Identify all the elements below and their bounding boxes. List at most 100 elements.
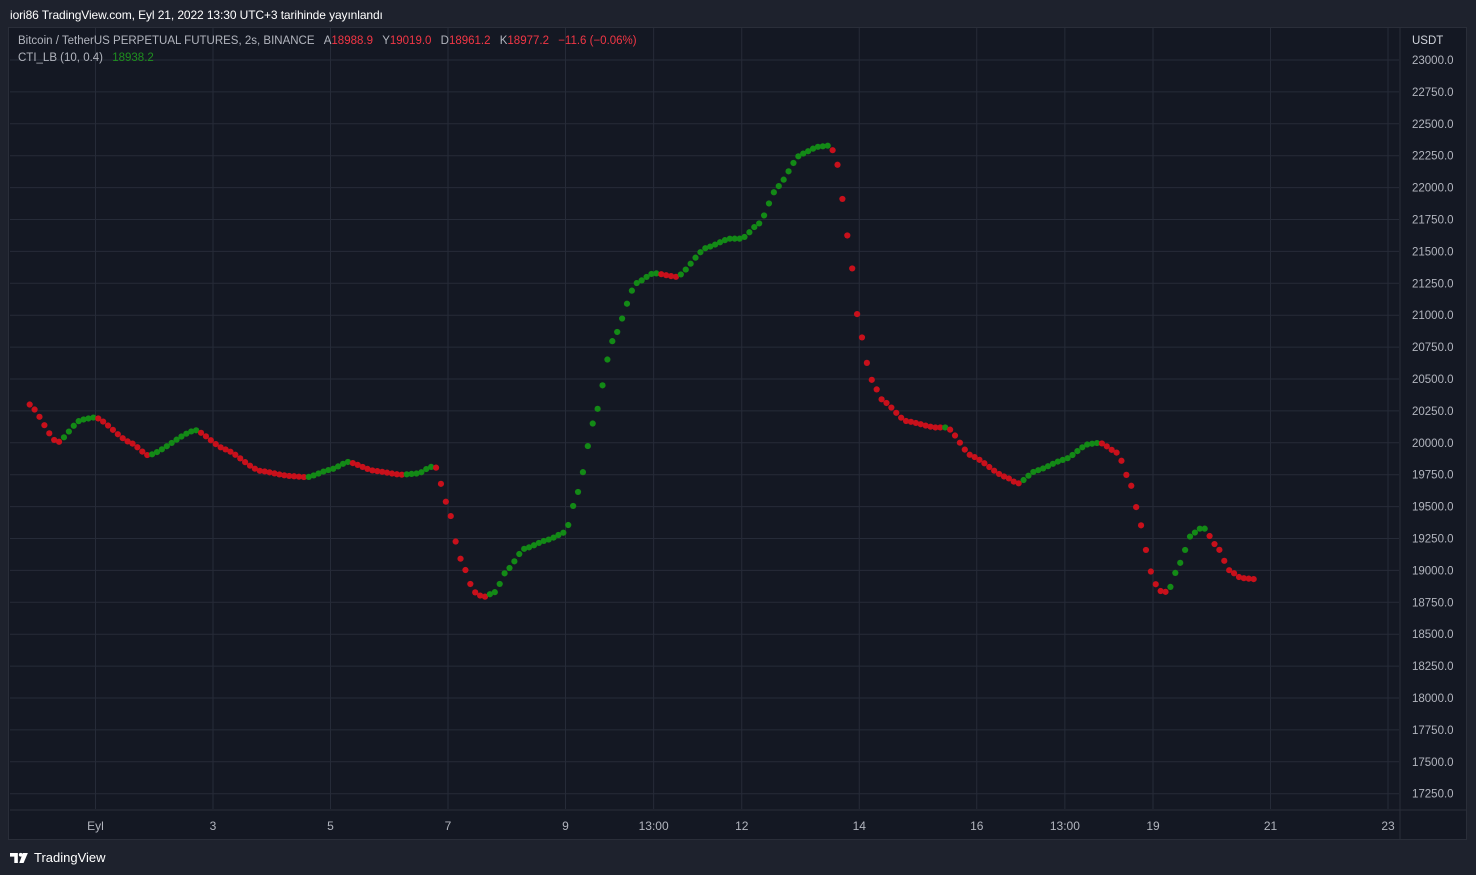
- indicator-point: [790, 159, 797, 167]
- indicator-point: [942, 424, 949, 431]
- indicator-point: [447, 512, 454, 520]
- indicator-point: [829, 147, 836, 154]
- indicator-point: [1030, 468, 1037, 476]
- indicator-point: [501, 570, 508, 577]
- indicator-point: [1133, 504, 1140, 511]
- indicator-point: [976, 456, 983, 463]
- indicator-point: [692, 254, 699, 261]
- indicator-point: [1118, 457, 1125, 464]
- indicator-point: [124, 438, 131, 445]
- indicator-point: [951, 432, 959, 439]
- indicator-point: [1226, 567, 1233, 574]
- indicator-point: [315, 470, 322, 477]
- indicator-point: [1088, 440, 1096, 447]
- indicator-value: 18938.2: [112, 52, 154, 64]
- indicator-point: [663, 272, 670, 279]
- indicator-point: [432, 464, 440, 471]
- indicator-point: [339, 460, 347, 467]
- indicator-point: [751, 223, 758, 231]
- indicator-point: [658, 271, 665, 278]
- y-tick-label: 21250.0: [1412, 278, 1454, 290]
- indicator-point: [354, 461, 361, 468]
- indicator-point: [1216, 546, 1223, 553]
- indicator-point: [100, 418, 107, 425]
- x-tick-label: 19: [1146, 819, 1160, 833]
- indicator-point: [46, 430, 53, 437]
- indicator-point: [1098, 440, 1105, 447]
- indicator-point: [682, 266, 689, 273]
- indicator-point: [266, 469, 273, 476]
- indicator-point: [883, 399, 890, 407]
- publish-text: iori86 TradingView.com, Eyl 21, 2022 13:…: [10, 8, 383, 22]
- y-tick-label: 22000.0: [1412, 183, 1454, 195]
- indicator-point: [330, 465, 337, 472]
- x-tick-label: 16: [970, 819, 984, 833]
- indicator-point: [1230, 570, 1238, 577]
- indicator-point: [1064, 455, 1071, 462]
- indicator-point: [741, 233, 748, 241]
- ohlc-close-value: 18977.2: [507, 35, 549, 47]
- tradingview-logo[interactable]: TradingView: [10, 850, 106, 865]
- symbol-label[interactable]: Bitcoin / TetherUS PERPETUAL FUTURES, 2s…: [18, 35, 315, 47]
- indicator-point: [824, 142, 831, 149]
- indicator-point: [55, 438, 63, 445]
- indicator-point: [1167, 583, 1174, 590]
- y-tick-label: 20000.0: [1412, 438, 1454, 450]
- indicator-point: [653, 270, 660, 277]
- indicator-point: [765, 200, 773, 207]
- indicator-point: [1250, 575, 1257, 583]
- indicator-point: [1005, 475, 1012, 482]
- indicator-point: [555, 531, 562, 539]
- indicator-label[interactable]: CTI_LB (10, 0.4): [18, 52, 104, 64]
- x-tick-label: 23: [1381, 819, 1395, 833]
- x-tick-label: Eyl: [87, 819, 104, 833]
- indicator-point: [1240, 575, 1247, 582]
- indicator-point: [369, 467, 376, 474]
- indicator-point: [1147, 568, 1154, 575]
- indicator-point: [1000, 473, 1008, 480]
- indicator-point: [423, 465, 430, 473]
- indicator-point: [197, 429, 205, 436]
- indicator-point: [144, 451, 151, 459]
- indicator-point: [966, 451, 973, 458]
- indicator-point: [472, 589, 479, 596]
- indicator-point: [80, 416, 87, 423]
- indicator-point: [858, 334, 866, 341]
- indicator-point: [873, 386, 880, 393]
- indicator-point: [971, 453, 978, 461]
- y-tick-label: 17250.0: [1412, 789, 1454, 801]
- indicator-point: [1113, 449, 1120, 456]
- indicator-point: [290, 473, 298, 480]
- indicator-point: [1084, 441, 1091, 448]
- indicator-point: [853, 311, 861, 318]
- indicator-point: [888, 404, 895, 411]
- indicator-point: [178, 433, 185, 440]
- indicator-point: [467, 580, 474, 588]
- indicator-point: [667, 273, 675, 280]
- chart-pane[interactable]: [8, 27, 1467, 840]
- tradingview-logo-icon: [10, 852, 28, 863]
- indicator-point: [1186, 533, 1194, 540]
- indicator-point: [736, 235, 743, 242]
- indicator-point: [349, 460, 356, 467]
- indicator-point: [1191, 529, 1199, 536]
- publish-bar: iori86 TradingView.com, Eyl 21, 2022 13:…: [0, 0, 1476, 28]
- indicator-point: [256, 467, 263, 474]
- symbol-legend: Bitcoin / TetherUS PERPETUAL FUTURES, 2s…: [18, 35, 637, 47]
- indicator-point: [707, 243, 714, 250]
- indicator-point: [775, 182, 782, 190]
- indicator-legend: CTI_LB (10, 0.4) 18938.2: [18, 52, 154, 64]
- indicator-point: [643, 273, 650, 281]
- indicator-point: [697, 249, 704, 256]
- indicator-point: [618, 315, 626, 322]
- indicator-point: [525, 544, 533, 551]
- y-tick-label: 18000.0: [1412, 693, 1454, 705]
- indicator-point: [305, 473, 312, 481]
- indicator-point: [770, 189, 777, 196]
- indicator-point: [927, 423, 934, 430]
- ohlc-high-value: 19019.0: [389, 35, 432, 47]
- indicator-point: [1196, 525, 1203, 532]
- indicator-point: [261, 468, 268, 475]
- x-tick-label: 5: [327, 819, 334, 833]
